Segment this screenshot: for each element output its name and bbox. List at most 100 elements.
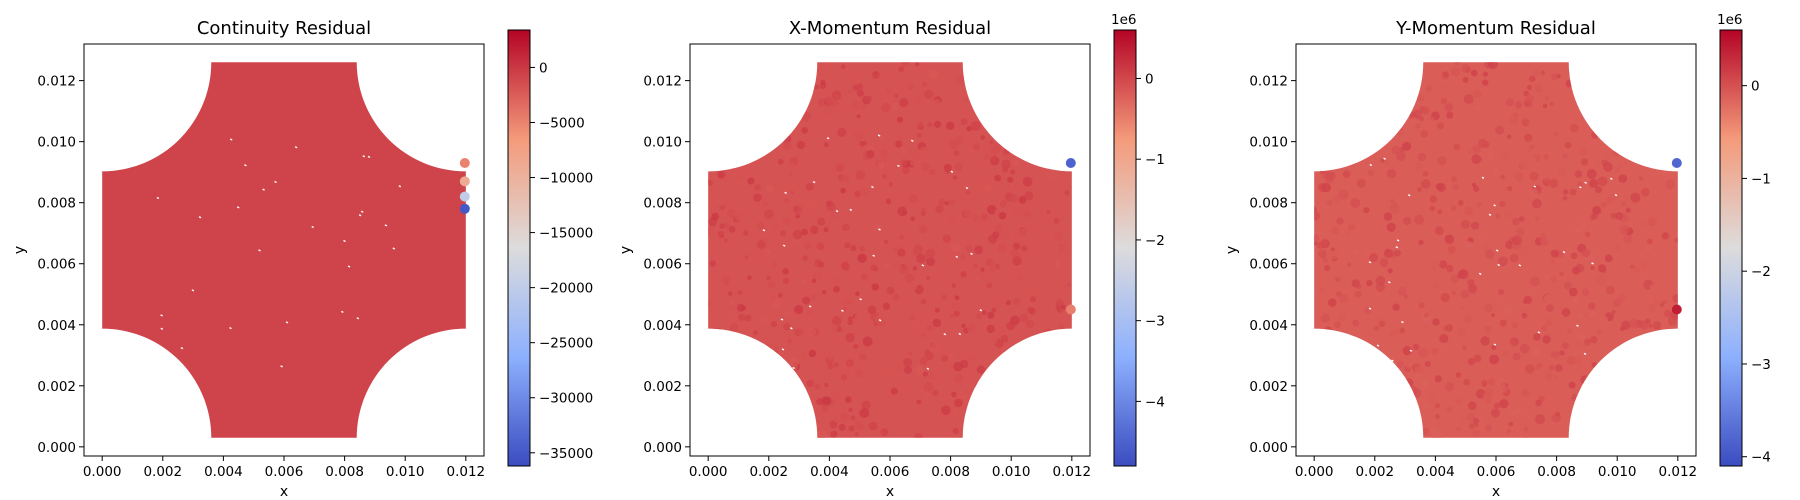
scatter-speck <box>835 209 839 213</box>
scatter-point <box>932 318 942 328</box>
scatter-point <box>737 290 743 295</box>
chart-title: Y-Momentum Residual <box>1395 18 1596 39</box>
scatter-point <box>1524 94 1535 104</box>
scatter-speck <box>812 180 816 184</box>
scatter-point <box>981 213 989 221</box>
scatter-point <box>1622 140 1632 151</box>
scatter-point <box>1630 397 1637 404</box>
scatter-point <box>1419 321 1429 332</box>
scatter-point <box>1610 212 1617 219</box>
scatter-point <box>792 229 803 240</box>
scatter-point <box>778 293 783 298</box>
scatter-point <box>1334 140 1341 147</box>
scatter-point <box>1550 249 1559 258</box>
scatter-point <box>717 200 723 207</box>
scatter-point <box>1629 64 1638 73</box>
scatter-point <box>715 136 721 142</box>
colorbar-tick-label: −30000 <box>539 391 593 407</box>
chart-panel-3: Y-Momentum Residual 0.000 0.002 0.004 0.006 0… <box>1224 12 1771 500</box>
scatter-point <box>1348 223 1356 231</box>
scatter-point <box>1063 89 1072 97</box>
scatter-point <box>1633 265 1640 273</box>
scatter-point <box>1573 357 1582 366</box>
y-tick-label: 0.000 <box>643 440 682 456</box>
scatter-point <box>1600 201 1607 208</box>
scatter-point <box>1402 346 1412 356</box>
scatter-point <box>1544 95 1550 101</box>
scatter-point <box>861 400 871 410</box>
scatter-point <box>1053 353 1062 361</box>
scatter-point <box>754 184 761 191</box>
scatter-speck <box>343 239 346 243</box>
scatter-point <box>1544 294 1553 303</box>
scatter-point <box>1414 162 1423 171</box>
scatter-point <box>1322 257 1329 264</box>
y-tick-label: 0.006 <box>643 257 682 273</box>
scatter-point <box>1338 377 1348 387</box>
scatter-point <box>1017 120 1023 126</box>
scatter-point <box>1381 80 1388 88</box>
scatter-point <box>1395 127 1405 136</box>
scatter-point <box>916 253 926 264</box>
scatter-point <box>1314 429 1319 436</box>
scatter-point <box>857 253 867 263</box>
scatter-point <box>921 162 930 172</box>
scatter-speck <box>762 229 766 232</box>
scatter-point <box>1403 282 1410 289</box>
scatter-point <box>721 362 727 368</box>
scatter-point <box>792 105 800 113</box>
scatter-point <box>854 432 859 437</box>
scatter-point <box>1674 237 1678 243</box>
scatter-point <box>734 211 744 222</box>
scatter-point <box>1466 413 1475 422</box>
x-tick-label: 0.004 <box>1416 464 1455 480</box>
scatter-point <box>714 96 722 104</box>
scatter-point <box>1322 417 1332 426</box>
scatter-point <box>838 423 846 431</box>
scatter-point <box>915 365 925 375</box>
scatter-point <box>1440 342 1447 349</box>
scatter-point <box>1586 169 1597 179</box>
scatter-point <box>1314 234 1320 242</box>
scatter-point <box>717 230 724 238</box>
scatter-point <box>708 227 714 237</box>
scatter-point <box>1397 286 1407 296</box>
scatter-point <box>1516 227 1525 237</box>
scatter-point <box>1418 302 1425 309</box>
scatter-point <box>1335 128 1340 134</box>
scatter-speck <box>156 196 160 200</box>
scatter-point <box>1467 358 1476 366</box>
scatter-point <box>1052 98 1062 107</box>
scatter-point <box>1013 297 1021 306</box>
scatter-point <box>1562 189 1569 195</box>
scatter-point <box>1383 212 1393 221</box>
scatter-point <box>1384 73 1393 82</box>
scatter-point <box>750 370 759 378</box>
scatter-point <box>1501 151 1511 161</box>
scatter-point <box>1463 378 1470 386</box>
scatter-point <box>1660 76 1668 83</box>
scatter-point <box>1419 116 1425 122</box>
scatter-point <box>1373 360 1383 370</box>
scatter-point <box>962 432 970 438</box>
scatter-point <box>955 135 964 145</box>
scatter-point <box>881 102 891 113</box>
scatter-point <box>753 193 762 202</box>
scatter-point <box>970 402 975 407</box>
scatter-point <box>1396 151 1406 162</box>
scatter-point <box>1043 328 1053 338</box>
scatter-point <box>1342 170 1351 179</box>
scatter-point <box>729 299 736 306</box>
scatter-point <box>907 84 914 91</box>
scatter-point <box>749 402 755 407</box>
x-tick-label: 0.010 <box>992 464 1031 480</box>
scatter-point <box>949 98 954 103</box>
chart-panel-1: Continuity Residual 0.000 0.002 0.004 0.006 0… <box>12 18 593 500</box>
scatter-point <box>738 313 746 321</box>
scatter-point <box>1529 144 1535 150</box>
scatter-point <box>1362 249 1371 258</box>
scatter-speck <box>262 188 265 191</box>
scatter-point <box>1519 216 1525 222</box>
scatter-point <box>1568 71 1574 77</box>
scatter-point <box>1408 396 1416 404</box>
